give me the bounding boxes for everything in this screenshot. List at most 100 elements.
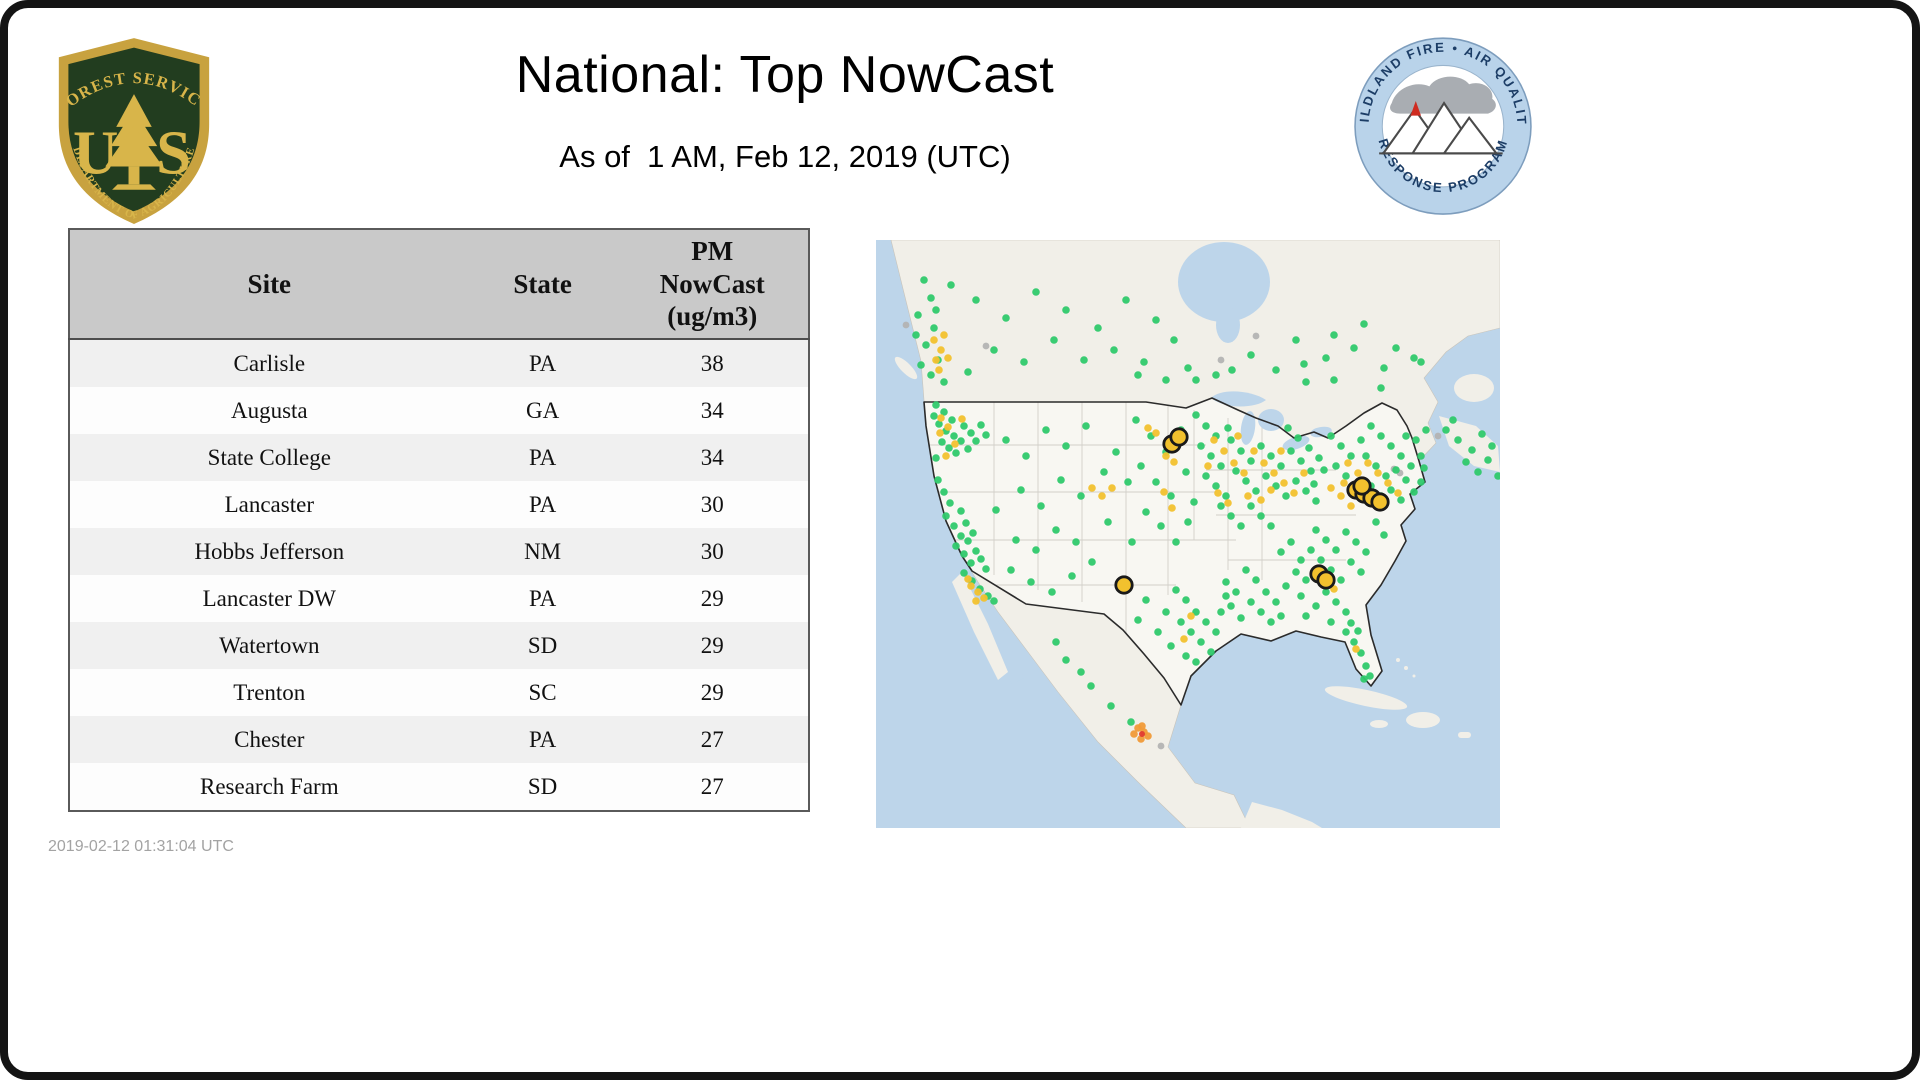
monitor-dot-green: [960, 550, 968, 558]
monitor-dot-green: [1022, 452, 1030, 460]
monitor-dot-green: [1417, 358, 1425, 366]
monitor-dot-green: [1410, 488, 1418, 496]
monitor-dot-gray: [1434, 432, 1442, 440]
table-cell: Augusta: [230, 397, 308, 423]
monitor-dot-green: [1172, 538, 1180, 546]
monitor-dot-green: [1242, 566, 1250, 574]
monitor-dot-green: [1152, 316, 1160, 324]
monitor-dot-green: [1302, 576, 1310, 584]
monitor-dot-green: [1310, 480, 1318, 488]
table-cell: PA: [528, 726, 557, 752]
column-header-pm-nowcast: PM NowCast (ug/m3): [616, 229, 809, 340]
table-cell: 29: [700, 632, 724, 658]
monitor-dot-green: [1077, 492, 1085, 500]
monitor-dot-yellow: [1347, 502, 1355, 510]
monitor-dot-green: [950, 522, 958, 530]
monitor-dot-yellow: [958, 415, 966, 423]
monitor-dot-green: [1068, 572, 1076, 580]
monitor-dot-green: [960, 569, 968, 577]
monitor-dot-green: [1167, 642, 1175, 650]
monitor-dot-green: [1154, 628, 1162, 636]
monitor-dot-green: [1422, 426, 1430, 434]
monitor-dot-green: [1192, 658, 1200, 666]
table-header: Site State PM NowCast (ug/m3): [69, 229, 809, 340]
monitor-dot-green: [1177, 618, 1185, 626]
table-cell: PA: [528, 585, 557, 611]
central-america-land: [1241, 802, 1322, 828]
monitor-dot-green: [1094, 324, 1102, 332]
monitor-dot-green: [1197, 638, 1205, 646]
monitor-dot-yellow: [1340, 479, 1348, 487]
table-cell: Trenton: [233, 679, 306, 705]
monitor-dot-green: [1350, 344, 1358, 352]
us-landmass: [924, 398, 1425, 705]
monitor-dot-green: [1237, 614, 1245, 622]
monitor-dot-green: [1377, 432, 1385, 440]
table-cell: 29: [700, 679, 724, 705]
monitor-dot-green: [1287, 538, 1295, 546]
monitor-dot-green: [1402, 476, 1410, 484]
monitor-dot-yellow: [974, 588, 982, 596]
monitor-dot-green: [1032, 288, 1040, 296]
monitor-dot-green: [1050, 336, 1058, 344]
monitor-dot-gray: [1252, 332, 1260, 340]
monitor-dot-green: [1132, 416, 1140, 424]
monitor-dot-green: [1402, 432, 1410, 440]
monitor-dot-yellow: [1220, 447, 1228, 455]
monitor-dot-green: [932, 401, 940, 409]
usfs-tree-icon: [105, 94, 163, 190]
monitor-dot-yellow: [1168, 504, 1176, 512]
monitor-dot-green: [972, 296, 980, 304]
monitor-dot-green: [1048, 588, 1056, 596]
monitor-dot-green: [1142, 596, 1150, 604]
table-cell: 30: [700, 491, 724, 517]
monitor-dot-green: [990, 597, 998, 605]
monitor-dot-green: [1300, 360, 1308, 368]
table-cell: PA: [528, 444, 557, 470]
monitor-dot-green: [1327, 618, 1335, 626]
table-row: Lancaster PA 30: [69, 481, 809, 528]
monitor-dot-green: [1142, 508, 1150, 516]
monitor-dot-green: [1337, 442, 1345, 450]
monitor-dot-green: [1347, 558, 1355, 566]
monitor-dot-green: [1372, 518, 1380, 526]
table-body: Carlisle PA 38 Augusta GA 34 State College PA 34…: [69, 339, 809, 811]
monitor-dot-green: [1342, 628, 1350, 636]
monitor-dot-green: [1227, 602, 1235, 610]
monitor-dot-yellow: [940, 331, 948, 339]
monitor-dot-yellow: [1088, 484, 1096, 492]
monitor-dot-green: [1380, 364, 1388, 372]
monitor-dot-green: [1277, 548, 1285, 556]
monitor-dot-green: [948, 416, 956, 424]
monitor-dot-green: [1350, 638, 1358, 646]
monitor-dot-green: [1380, 531, 1388, 539]
monitor-dot-green: [1157, 522, 1165, 530]
table-cell: GA: [525, 397, 560, 423]
monitor-dot-green: [1287, 447, 1295, 455]
monitor-dot-green: [1337, 576, 1345, 584]
monitor-dot-yellow: [1240, 469, 1248, 477]
monitor-dot-green: [1227, 512, 1235, 520]
monitor-dot-green: [1017, 486, 1025, 494]
monitor-dot-green: [950, 432, 958, 440]
monitor-dot-green: [1392, 344, 1400, 352]
table-row: Carlisle PA 38: [69, 339, 809, 387]
wfaqrp-badge-icon: WILDLAND FIRE • AIR QUALITY RESPONSE PRO…: [1347, 22, 1532, 215]
monitor-dot-yellow: [1290, 489, 1298, 497]
monitor-dot-green: [1262, 588, 1270, 596]
monitor-dot-green: [1252, 487, 1260, 495]
monitor-dot-yellow: [1300, 469, 1308, 477]
james-bay: [1216, 307, 1240, 343]
monitor-dot-green: [1212, 371, 1220, 379]
monitor-dot-green: [1262, 472, 1270, 480]
monitor-dot-green: [1227, 436, 1235, 444]
table-cell: SC: [528, 679, 557, 705]
vancouver-island-land: [894, 356, 918, 380]
monitor-dot-green: [1107, 702, 1115, 710]
monitor-dot-green: [1202, 422, 1210, 430]
table-cell: Hobbs Jefferson: [194, 538, 345, 564]
baja-peninsula-land: [952, 572, 1008, 680]
monitor-dot-gray: [982, 342, 990, 350]
monitor-dot-green: [964, 537, 972, 545]
monitor-dots-layer: [902, 276, 1500, 750]
